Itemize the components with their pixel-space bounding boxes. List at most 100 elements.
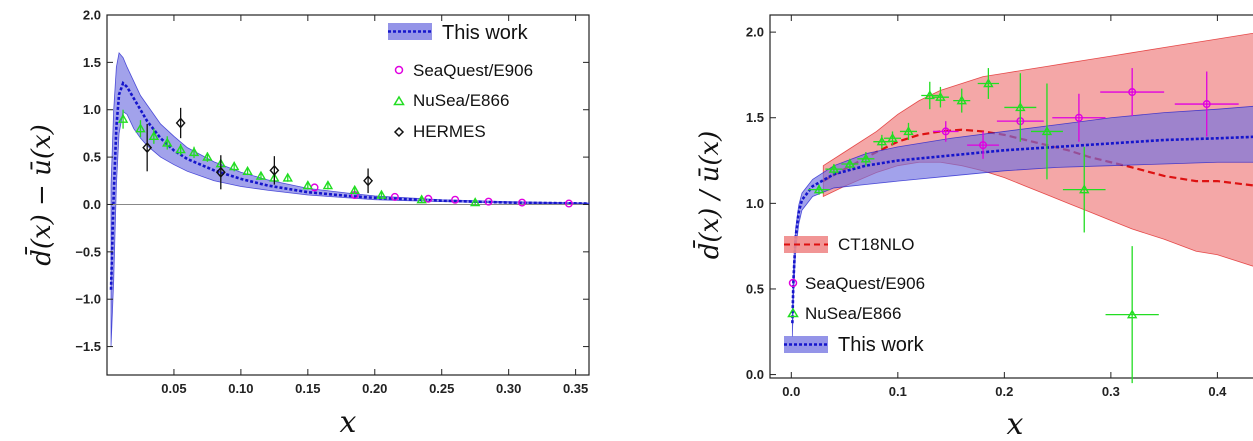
right-marks [808, 68, 1239, 384]
left-marks [117, 107, 573, 208]
legend-label-this-work-right: This work [838, 334, 925, 356]
right-plot-frame [769, 14, 1253, 379]
left-y-tick-label: −1.5 [75, 339, 101, 354]
left-nusea-e866-point [469, 197, 481, 207]
left-nusea-e866-point [135, 123, 146, 133]
right-y-tick-label: 1.0 [746, 196, 764, 211]
right-nusea-e866-point [1079, 184, 1090, 194]
legend-marker-nusea-left [393, 95, 405, 106]
right-x-axis-label: x [1007, 407, 1024, 441]
legend-label-hermes-left: HERMES [413, 122, 486, 141]
right-this-work-line [791, 135, 1253, 324]
left-nusea-e866-point [188, 146, 200, 157]
right-nusea-e866-point [844, 158, 856, 168]
right-y-tick-label: 1.5 [746, 110, 764, 125]
right-y-tick-label: 2.0 [746, 25, 764, 40]
left-nusea-e866-point [349, 184, 360, 194]
left-nusea-e866-point [175, 144, 186, 154]
left-ticks: 0.05 0.10 0.15 0.20 0.25 0.30 0.35 2.0 1.5 1.0 0.5… [75, 8, 589, 396]
left-x-tick-label: 0.15 [295, 381, 320, 396]
right-nusea-e866-point [828, 163, 840, 173]
left-chart: 0.05 0.10 0.15 0.20 0.25 0.30 0.35 2.0 1.5 1.0 0.5… [24, 8, 590, 440]
left-x-axis-label: x [340, 405, 357, 440]
left-seaquest-e906-point [451, 195, 460, 204]
right-x-tick-label: 0.0 [782, 384, 800, 399]
left-x-tick-label: 0.35 [563, 381, 588, 396]
right-y-tick-label: 0.0 [746, 367, 764, 382]
right-x-tick-label: 0.1 [889, 384, 907, 399]
left-legend: This work SeaQuest/E906 NuSea/E866 HERME… [388, 22, 533, 141]
left-x-tick-label: 0.25 [429, 381, 454, 396]
legend-marker-nusea-right [787, 307, 799, 318]
legend-label-this-work-left: This work [442, 22, 529, 44]
left-y-axis-label: d̄(x) − ū(x) [24, 124, 57, 266]
right-legend: CT18NLO SeaQuest/E906 NuSea/E866 This wo… [784, 235, 925, 356]
left-nusea-e866-point [416, 194, 427, 204]
right-nusea-e866-point [1041, 126, 1053, 136]
right-nusea-e866-point [1015, 102, 1026, 112]
legend-label-ct18-right: CT18NLO [838, 235, 915, 254]
left-hermes-point [175, 117, 186, 129]
left-hermes-point [269, 164, 280, 176]
right-seaquest-e906-point [1074, 113, 1083, 122]
left-seaquest-e906-point [484, 197, 493, 206]
left-x-tick-label: 0.20 [362, 381, 387, 396]
legend-marker-seaquest-right [788, 278, 798, 288]
left-y-tick-label: 0.5 [83, 150, 101, 165]
left-y-tick-label: 1.5 [83, 55, 101, 70]
left-nusea-e866-point [117, 113, 129, 123]
legend-marker-hermes-left [393, 126, 405, 138]
left-this-work-line [109, 80, 590, 290]
right-seaquest-e906-point [1128, 88, 1137, 97]
left-nusea-e866-point [302, 180, 314, 190]
left-y-tick-label: 2.0 [83, 8, 101, 23]
right-nusea-e866-point [860, 153, 872, 163]
right-nusea-e866-point [983, 78, 994, 88]
right-seaquest-e906-point [979, 141, 988, 150]
left-y-tick-label: 1.0 [83, 102, 101, 117]
left-seaquest-e906-point [424, 194, 433, 203]
left-seaquest-e906-point [518, 198, 527, 207]
right-seaquest-e906-point [941, 127, 950, 136]
right-ticks: 0.0 0.1 0.2 0.3 0.4 0.0 0.5 1.0 1.5 2.0 [746, 15, 1227, 399]
right-nusea-e866-point [924, 90, 935, 100]
left-this-work-band [110, 51, 590, 347]
left-hermes-point [215, 166, 226, 178]
right-nusea-e866-point [887, 132, 898, 142]
left-y-tick-label: 0.0 [83, 197, 101, 212]
left-nusea-e866-point [202, 151, 213, 161]
left-x-tick-label: 0.10 [228, 381, 253, 396]
right-nusea-e866-point [1126, 309, 1138, 319]
left-hermes-point [142, 142, 153, 154]
left-nusea-e866-point [322, 180, 334, 190]
right-nusea-e866-point [935, 91, 946, 101]
right-nusea-e866-point [876, 136, 888, 146]
right-nusea-e866-point [903, 126, 914, 136]
left-nusea-e866-point [228, 161, 240, 171]
right-nusea-e866-point [813, 184, 825, 194]
left-bands [109, 51, 590, 347]
right-chart: 0.0 0.1 0.2 0.3 0.4 0.0 0.5 1.0 1.5 2.0 CT18NLO S… [692, 14, 1253, 441]
left-nusea-e866-point [255, 170, 267, 180]
left-seaquest-e906-point [564, 199, 573, 208]
right-this-work-band [791, 105, 1253, 337]
right-seaquest-e906-point [1202, 100, 1211, 109]
left-nusea-e866-point [162, 137, 173, 147]
right-x-tick-label: 0.3 [1102, 384, 1120, 399]
legend-label-nusea-right: NuSea/E866 [805, 304, 901, 323]
left-y-tick-label: −0.5 [75, 244, 101, 259]
legend-label-seaquest-right: SeaQuest/E906 [805, 274, 925, 293]
left-y-tick-label: −1.0 [75, 292, 101, 307]
left-seaquest-e906-point [390, 192, 399, 201]
right-x-tick-label: 0.4 [1208, 384, 1227, 399]
left-nusea-e866-point [242, 165, 253, 176]
left-x-tick-label: 0.05 [161, 381, 186, 396]
left-plot-frame [106, 14, 590, 376]
left-hermes-point [363, 175, 374, 187]
left-nusea-e866-point [148, 130, 160, 140]
right-y-tick-label: 0.5 [746, 281, 764, 296]
right-x-tick-label: 0.2 [995, 384, 1013, 399]
left-nusea-e866-point [376, 189, 387, 199]
left-x-tick-label: 0.30 [496, 381, 521, 396]
